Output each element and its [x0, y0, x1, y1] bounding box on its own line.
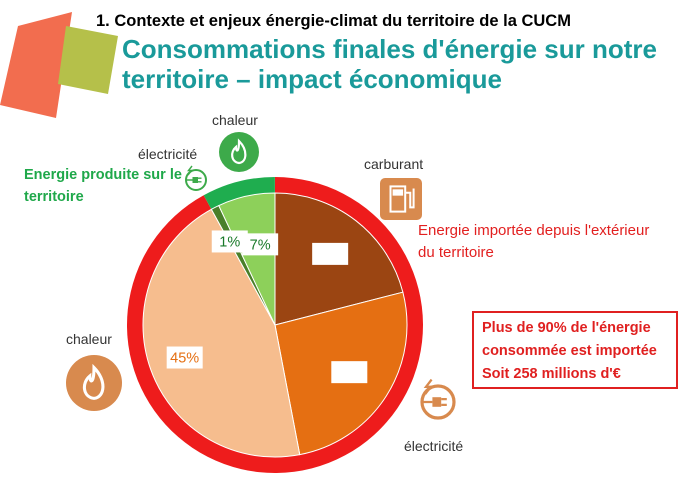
section-subtitle: 1. Contexte et enjeux énergie-climat du …: [96, 12, 571, 30]
label-carburant: carburant: [364, 156, 424, 172]
logo: [0, 12, 118, 118]
plug-icon: [420, 378, 456, 420]
slice-percent-label: 45%: [170, 351, 199, 367]
plug-icon: [185, 165, 207, 191]
slice-percent-label: 1%: [219, 234, 240, 250]
label-chaleur-local: chaleur: [212, 112, 258, 128]
slice-label-bg: [331, 361, 368, 384]
slice-percent-label: 7%: [250, 237, 271, 253]
slice-label-bg: [166, 346, 203, 369]
flame-icon: [219, 132, 259, 172]
pie-slice: [142, 208, 301, 458]
flame-icon: [66, 355, 122, 411]
slice-percent-label: 26%: [335, 365, 364, 381]
page-title: Consommations finales d'énergie sur notr…: [122, 34, 657, 94]
slice-label-bg: [312, 242, 349, 265]
slice-percent-label: 21%: [316, 247, 345, 263]
label-chaleur-imported: chaleur: [66, 331, 112, 347]
local-energy-ring: [203, 177, 275, 210]
slice-label-bg: [242, 233, 279, 256]
fuel-pump-icon: [380, 178, 422, 220]
label-electricite-local: électricité: [138, 146, 198, 162]
pie-slice: [218, 192, 276, 326]
label-electricite-imported: électricité: [404, 438, 464, 454]
import-stat-box: Plus de 90% de l'énergie consommée est i…: [472, 311, 678, 389]
slice-label-bg: [211, 230, 248, 253]
imported-energy-note: Energie importée depuis l'extérieur du t…: [418, 222, 650, 261]
local-energy-note: Energie produite sur le territoire: [24, 167, 182, 205]
